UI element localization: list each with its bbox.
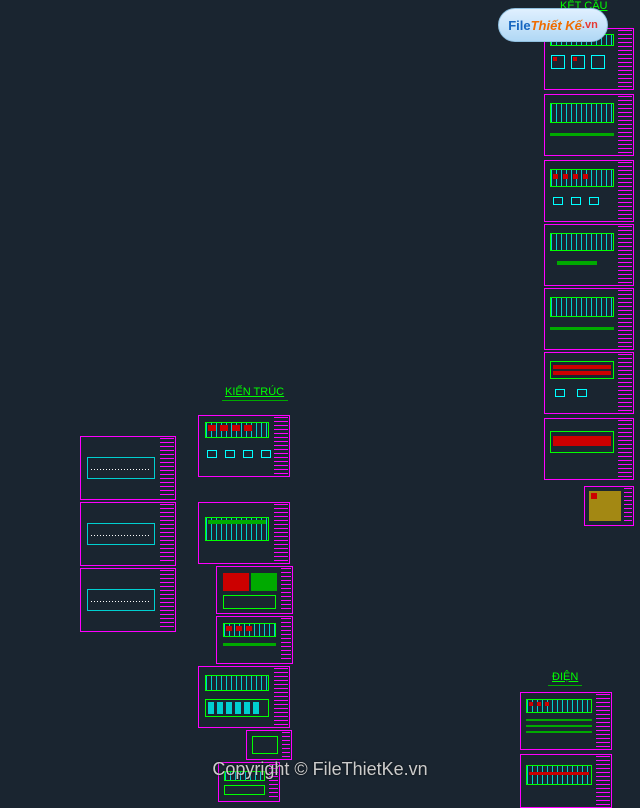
logo-vn: .vn bbox=[582, 19, 598, 31]
section-label-dien: ĐIỆN bbox=[552, 671, 578, 683]
sheet-kt-2[interactable] bbox=[80, 502, 176, 566]
sheet-kt-7[interactable] bbox=[216, 616, 293, 664]
title-block bbox=[281, 568, 291, 612]
sheet-kc-6[interactable] bbox=[544, 352, 634, 414]
sheet-kt-9[interactable] bbox=[246, 730, 292, 760]
sheet-dien-1[interactable] bbox=[520, 692, 612, 750]
drawing-area bbox=[201, 418, 273, 474]
drawing-area bbox=[587, 489, 623, 523]
title-block bbox=[618, 30, 632, 88]
sheet-kc-8[interactable] bbox=[584, 486, 634, 526]
drawing-area bbox=[219, 569, 280, 611]
title-block bbox=[618, 354, 632, 412]
drawing-area bbox=[219, 619, 280, 661]
watermark-logo: File Thiết Kế .vn bbox=[498, 8, 608, 42]
sheet-kt-3[interactable] bbox=[80, 568, 176, 632]
sheet-kt-6[interactable] bbox=[216, 566, 293, 614]
sheet-dien-2[interactable] bbox=[520, 754, 612, 808]
title-block bbox=[618, 420, 632, 478]
section-label-kientruc: KIẾN TRÚC bbox=[225, 386, 284, 398]
drawing-area bbox=[547, 97, 617, 153]
watermark-copyright: Copyright © FileThietKe.vn bbox=[212, 759, 427, 780]
section-underline bbox=[222, 400, 288, 401]
drawing-area bbox=[547, 355, 617, 411]
logo-part-1: File bbox=[508, 18, 530, 33]
section-underline bbox=[548, 685, 582, 686]
sheet-kt-5[interactable] bbox=[198, 502, 290, 564]
drawing-area bbox=[523, 757, 595, 805]
title-block bbox=[160, 570, 174, 630]
drawing-area bbox=[547, 163, 617, 219]
title-block bbox=[596, 694, 610, 748]
drawing-area bbox=[547, 421, 617, 477]
title-block bbox=[274, 417, 288, 475]
sheet-kt-4[interactable] bbox=[198, 415, 290, 477]
sheet-kc-7[interactable] bbox=[544, 418, 634, 480]
title-block bbox=[618, 290, 632, 348]
title-block bbox=[624, 488, 632, 524]
title-block bbox=[618, 162, 632, 220]
drawing-area bbox=[201, 669, 273, 725]
title-block bbox=[618, 96, 632, 154]
title-block bbox=[281, 618, 291, 662]
sheet-kc-3[interactable] bbox=[544, 160, 634, 222]
drawing-area bbox=[83, 439, 159, 497]
sheet-kc-4[interactable] bbox=[544, 224, 634, 286]
drawing-area bbox=[201, 505, 273, 561]
drawing-area bbox=[249, 733, 281, 757]
title-block bbox=[160, 504, 174, 564]
title-block bbox=[274, 504, 288, 562]
title-block bbox=[618, 226, 632, 284]
title-block bbox=[274, 668, 288, 726]
drawing-area bbox=[83, 571, 159, 629]
title-block bbox=[160, 438, 174, 498]
drawing-area bbox=[547, 291, 617, 347]
sheet-kt-1[interactable] bbox=[80, 436, 176, 500]
drawing-area bbox=[547, 227, 617, 283]
cad-canvas[interactable]: KIẾN TRÚC KẾT CẤU ĐIỆN bbox=[0, 0, 640, 808]
title-block bbox=[282, 732, 290, 758]
sheet-kc-2[interactable] bbox=[544, 94, 634, 156]
drawing-area bbox=[83, 505, 159, 563]
drawing-area bbox=[523, 695, 595, 747]
sheet-kt-8[interactable] bbox=[198, 666, 290, 728]
logo-part-2: Thiết Kế bbox=[531, 18, 582, 33]
sheet-kc-5[interactable] bbox=[544, 288, 634, 350]
title-block bbox=[596, 756, 610, 806]
